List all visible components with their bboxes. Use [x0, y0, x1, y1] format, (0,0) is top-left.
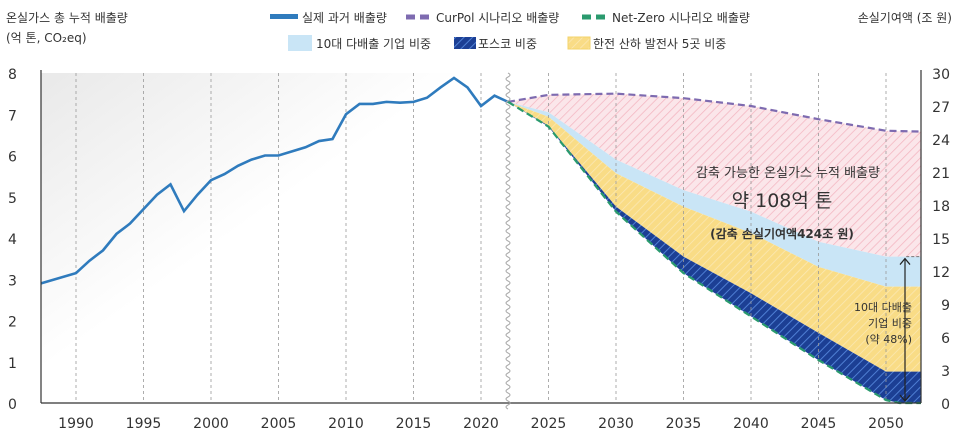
y-left-tick-2: 2: [8, 315, 17, 331]
y-left-tick-5: 5: [8, 191, 17, 207]
y-right-tick-21: 21: [932, 166, 950, 182]
y-right-tick-0: 0: [941, 397, 950, 413]
x-tick-1990: 1990: [58, 416, 94, 432]
x-tick-2030: 2030: [598, 416, 634, 432]
y-left-tick-8: 8: [8, 67, 17, 83]
y-right-tick-9: 9: [941, 298, 950, 314]
x-tick-2040: 2040: [733, 416, 769, 432]
y-left-tick-0: 0: [8, 397, 17, 413]
line-curpol-scenario: [507, 92, 922, 133]
legend-label-netzero: Net-Zero 시나리오 배출량: [612, 11, 750, 25]
y-right-tick-12: 12: [932, 265, 950, 281]
legend-label-actual: 실제 과거 배출량: [302, 11, 387, 25]
area-top10-share: [508, 101, 921, 287]
area-kepco-share: [508, 101, 921, 372]
y-left-tick-6: 6: [8, 150, 17, 166]
share-label-line2: 기업 비중: [868, 317, 912, 330]
x-tick-2015: 2015: [396, 416, 432, 432]
share-arrow-heads: [899, 257, 911, 402]
x-tick-2005: 2005: [261, 416, 297, 432]
legend-swatch-kepco: [567, 36, 591, 50]
area-reducible-emissions: [508, 93, 921, 257]
line-actual-emissions: [40, 76, 509, 285]
y-right-tick-30: 30: [932, 67, 950, 83]
plot-background: [41, 73, 508, 403]
share-label-line3: (약 48%): [865, 332, 912, 346]
x-tick-2000: 2000: [193, 416, 229, 432]
x-tick-2020: 2020: [463, 416, 499, 432]
legend-swatch-top10: [288, 35, 312, 51]
area-posco-share: [508, 101, 921, 403]
left-axis-title-line1: 온실가스 총 누적 배출량: [6, 11, 128, 25]
legend-swatch-posco: [454, 37, 476, 49]
axis-break-squiggle: [505, 72, 511, 410]
y-right-tick-18: 18: [932, 199, 950, 215]
legend-label-top10: 10대 다배출 기업 비중: [316, 37, 431, 51]
annotation-value: 약 108억 톤: [732, 190, 833, 212]
legend-label-posco: 포스코 비중: [478, 37, 537, 51]
y-left-tick-7: 7: [8, 108, 17, 124]
annotation-sub: (감축 손실기여액424조 원): [710, 226, 854, 241]
y-left-tick-3: 3: [8, 273, 17, 289]
annotation-title: 감축 가능한 온실가스 누적 배출량: [696, 166, 880, 181]
y-right-tick-3: 3: [941, 364, 950, 380]
legend-swatch-actual: [270, 14, 298, 19]
left-axis-title-line2: (억 톤, CO₂eq): [6, 31, 87, 45]
y-right-tick-15: 15: [932, 232, 950, 248]
line-netzero-scenario: [507, 100, 921, 405]
y-left-tick-4: 4: [8, 232, 17, 248]
x-tick-2025: 2025: [531, 416, 567, 432]
x-tick-2035: 2035: [666, 416, 702, 432]
y-left-tick-1: 1: [8, 356, 17, 372]
x-tick-1995: 1995: [126, 416, 162, 432]
x-tick-2045: 2045: [801, 416, 837, 432]
y-right-tick-27: 27: [932, 100, 950, 116]
x-tick-2010: 2010: [328, 416, 364, 432]
share-label-line1: 10대 다배출: [854, 301, 912, 314]
y-right-tick-6: 6: [941, 331, 950, 347]
legend-label-kepco: 한전 산하 발전사 5곳 비중: [593, 37, 726, 51]
legend-label-curpol: CurPol 시나리오 배출량: [436, 11, 559, 25]
y-right-tick-24: 24: [932, 133, 950, 149]
right-axis-title: 손실기여액 (조 원): [858, 11, 952, 25]
x-tick-2050: 2050: [868, 416, 904, 432]
